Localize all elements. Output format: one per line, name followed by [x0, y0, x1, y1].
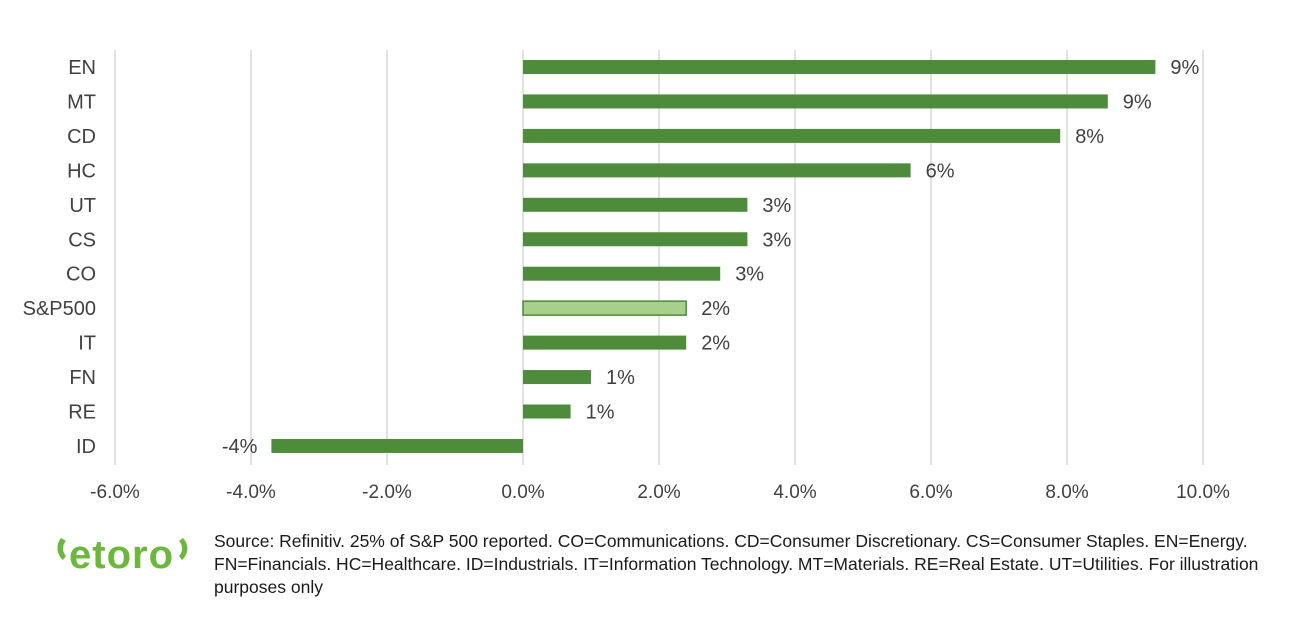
data-label: 9% — [1170, 57, 1199, 79]
x-tick-label: 4.0% — [773, 482, 816, 503]
x-tick-label: -2.0% — [362, 482, 412, 503]
category-labels: EN MT CD HC UT CS CO S&P500 IT FN RE ID — [23, 57, 96, 458]
x-axis-tick-labels: -6.0% -4.0% -2.0% 0.0% 2.0% 4.0% 6.0% 8.0% 10.0% — [90, 482, 1230, 503]
data-label: 1% — [606, 367, 635, 389]
etoro-logo: etoro — [57, 533, 188, 577]
category-label: RE — [68, 402, 96, 424]
bar — [523, 60, 1156, 74]
logo-right-leaf-icon — [179, 538, 188, 560]
category-label: S&P500 — [23, 298, 96, 320]
x-tick-label: 6.0% — [909, 482, 952, 503]
category-label: EN — [68, 57, 96, 79]
bar — [523, 163, 911, 178]
gridlines — [114, 50, 1204, 465]
category-label: CO — [66, 264, 96, 286]
source-note: Source: Refinitiv. 25% of S&P 500 report… — [214, 531, 1259, 597]
category-label: HC — [67, 160, 96, 182]
bar — [523, 404, 571, 419]
x-tick-label: -6.0% — [90, 482, 140, 503]
bars — [271, 60, 1156, 453]
chart-footer: etoro Source: Refinitiv. 25% of S&P 500 … — [0, 510, 1295, 617]
bar — [523, 128, 1061, 143]
logo-wordmark: etoro — [69, 533, 174, 577]
bar — [523, 335, 687, 350]
category-label: IT — [78, 333, 96, 355]
data-label: 8% — [1075, 126, 1104, 148]
data-label: 2% — [701, 333, 730, 355]
x-tick-label: 10.0% — [1176, 482, 1230, 503]
data-label: -4% — [222, 436, 258, 458]
x-tick-label: 0.0% — [501, 482, 544, 503]
data-label: 1% — [586, 402, 615, 424]
bar — [523, 370, 591, 385]
bar — [523, 94, 1108, 109]
data-label: 3% — [762, 229, 791, 251]
bar-chart: 9%9%8%6%3%3%3%2%2%1%1%-4% ENMTCDHCUTCSCO… — [23, 50, 1230, 503]
data-label: 3% — [762, 195, 791, 217]
data-label: 3% — [735, 264, 764, 286]
logo-left-leaf-icon — [57, 538, 66, 560]
x-tick-label: 8.0% — [1045, 482, 1088, 503]
category-label: UT — [69, 195, 96, 217]
data-label: 2% — [701, 298, 730, 320]
bar — [522, 300, 687, 316]
x-tick-label: -4.0% — [226, 482, 276, 503]
category-label: ID — [76, 436, 96, 458]
bar — [271, 438, 523, 453]
data-label: 9% — [1123, 91, 1152, 113]
category-label: FN — [69, 367, 96, 389]
category-label: MT — [67, 91, 96, 113]
data-label: 6% — [926, 160, 955, 182]
x-tick-label: 2.0% — [637, 482, 680, 503]
data-labels: 9%9%8%6%3%3%3%2%2%1%1%-4% — [222, 57, 1200, 458]
bar — [523, 197, 748, 212]
category-label: CD — [67, 126, 96, 148]
bar — [523, 232, 748, 247]
category-label: CS — [68, 229, 96, 251]
bar — [523, 266, 721, 281]
